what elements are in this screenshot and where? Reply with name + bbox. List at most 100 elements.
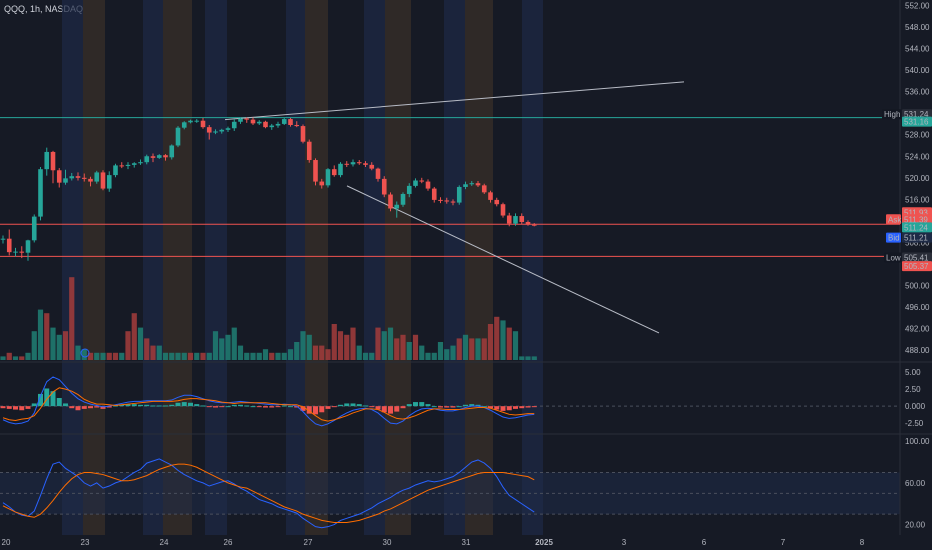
candle-body (331, 169, 337, 176)
macd-histogram-bar (144, 404, 150, 407)
candle-body (181, 122, 187, 128)
price-tick-label: 536.00 (905, 88, 930, 97)
candle-body (38, 169, 43, 217)
volume-bar (125, 331, 131, 360)
macd-histogram-bar (88, 406, 93, 409)
volume-bar (481, 338, 487, 360)
macd-histogram-bar (388, 406, 393, 414)
time-tick-label: 6 (702, 538, 707, 547)
volume-bar (331, 324, 337, 360)
macd-histogram-bar (450, 406, 456, 408)
macd-histogram-bar (494, 406, 500, 410)
candle-body (413, 180, 418, 186)
candle-body (225, 128, 231, 130)
time-tick-label: 23 (81, 538, 90, 547)
bid-tag-value: 511.21 (904, 234, 928, 243)
macd-histogram-bar (438, 406, 443, 408)
volume-bar (194, 352, 200, 360)
macd-signal-line (2, 387, 535, 422)
candle-body (375, 168, 381, 179)
macd-histogram-bar (131, 404, 137, 407)
macd-histogram-bar (94, 406, 100, 408)
volume-bar (281, 352, 287, 360)
candle-body (431, 188, 437, 200)
macd-histogram-bar (294, 406, 300, 408)
candle-body (444, 200, 450, 202)
candle-body (394, 204, 400, 209)
candle-body (406, 185, 412, 194)
volume-bar (412, 334, 419, 360)
volume-bar (219, 338, 225, 360)
macd-histogram-bar (163, 405, 168, 407)
volume-bar (500, 320, 506, 360)
candle-body (156, 155, 162, 158)
candle-body (500, 204, 506, 216)
macd-histogram-bar (469, 404, 475, 407)
macd-histogram-bar (356, 404, 362, 407)
volume-bar (450, 345, 456, 360)
rsi-tick-label: 60.00 (905, 479, 926, 488)
volume-bar (344, 334, 350, 360)
price-tick-label: 524.00 (905, 152, 930, 161)
macd-histogram-bar (513, 406, 518, 409)
bid-tag-label-bg (886, 232, 901, 243)
candle-body (75, 176, 81, 178)
macd-histogram-bar (319, 406, 325, 413)
volume-bar (519, 356, 525, 360)
candle-body (119, 165, 125, 167)
candle-body (363, 163, 368, 165)
time-tick-label: 8 (860, 538, 865, 547)
candle-body (25, 240, 31, 253)
volume-bar (275, 352, 281, 360)
price-tick-label: 500.00 (905, 282, 930, 291)
volume-bar (356, 345, 362, 360)
time-tick-label: 30 (383, 538, 392, 547)
candle-body (200, 120, 206, 128)
macd-histogram-bar (75, 406, 81, 411)
candle-body (288, 119, 293, 126)
volume-bar (137, 327, 144, 360)
macd-histogram-bar (125, 404, 131, 407)
price-tick-label: 496.00 (905, 303, 930, 312)
macd-histogram-bar (375, 406, 381, 410)
volume-bar (431, 352, 437, 360)
volume-bar (131, 313, 137, 360)
candle-body (150, 156, 156, 158)
macd-histogram-bar (269, 406, 275, 408)
candle-body (369, 164, 375, 169)
macd-tick-label: 5.00 (905, 368, 921, 377)
volume-bar (525, 356, 531, 360)
macd-histogram-bar (244, 405, 250, 407)
volume-bar (244, 352, 250, 360)
macd-histogram-bar (525, 406, 531, 408)
time-tick-label: 31 (462, 538, 471, 547)
macd-histogram-bar (63, 403, 68, 407)
candle-body (456, 186, 462, 203)
candle-body (319, 181, 325, 186)
volume-bar (375, 327, 381, 360)
macd-histogram-bar (69, 406, 75, 409)
price-tick-label: 492.00 (905, 325, 930, 334)
candle-body (519, 216, 525, 222)
macd-histogram-bar (238, 404, 243, 407)
macd-histogram-bar (44, 388, 50, 407)
low-tag-label: Low (886, 254, 901, 263)
candle-body (94, 172, 100, 182)
volume-bar (469, 338, 475, 360)
candle-body (388, 194, 393, 209)
bid-tag-label: Bid (888, 234, 900, 243)
volume-bar (506, 327, 512, 360)
volume-bar (56, 334, 62, 360)
event-marker-icon (80, 348, 90, 358)
session-band (62, 0, 83, 535)
candle-body (100, 172, 106, 189)
volume-bar (300, 331, 306, 360)
candle-body (0, 238, 6, 240)
volume-bar (169, 352, 175, 360)
volume-bar (212, 331, 219, 360)
price-tick-label: 540.00 (905, 66, 930, 75)
macd-histogram-bar (500, 406, 506, 411)
macd-histogram-bar (425, 404, 431, 407)
candle-body (238, 118, 243, 122)
